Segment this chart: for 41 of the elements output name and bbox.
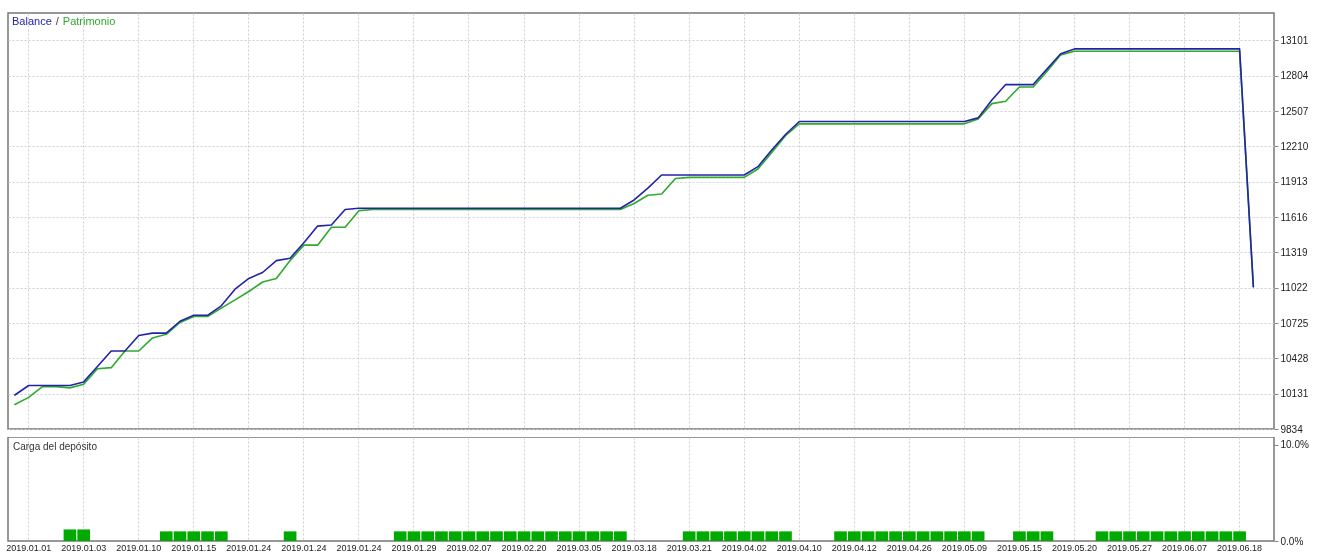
y-tick-label: 11319	[1280, 246, 1308, 258]
text: Patrimonio	[62, 15, 116, 27]
x-tick-label: 2019.05.20	[1051, 542, 1097, 553]
x-tick-label: 2019.01.10	[116, 542, 162, 553]
x-tick-label: 2019.01.29	[391, 542, 437, 553]
x-tick-label: 2019.04.12	[831, 542, 877, 553]
y-tick-label: 10725	[1280, 317, 1309, 329]
x-tick-label: 2019.01.24	[226, 542, 272, 553]
x-tick-label: 2019.04.26	[886, 542, 932, 553]
x-tick-label: 2019.02.20	[501, 542, 547, 553]
x-tick-label: 2019.04.10	[776, 542, 822, 553]
chart-title: Carga del depósito	[13, 441, 98, 452]
y-tick-label: 12210	[1280, 140, 1309, 152]
text: Balance	[12, 15, 52, 27]
x-tick-label: 2019.02.07	[446, 542, 492, 553]
y-tick-label: 11022	[1280, 282, 1308, 294]
x-tick-label: 2019.01.01	[6, 542, 52, 553]
y-tick-label: 10.0%	[1280, 439, 1309, 451]
y-tick-label: 11616	[1280, 211, 1308, 223]
y-tick-label: 10131	[1280, 388, 1309, 400]
x-tick-label: 2019.01.24	[336, 542, 382, 553]
y-tick-label: 13101	[1280, 34, 1309, 46]
y-tick-label: 0.0%	[1280, 535, 1304, 547]
x-tick-label: 2019.01.24	[281, 542, 327, 553]
x-tick-label: 2019.05.27	[1106, 542, 1153, 553]
y-tick-label: 12804	[1280, 70, 1309, 82]
y-tick-label: 11913	[1280, 176, 1308, 188]
x-tick-label: 2019.03.05	[556, 542, 602, 553]
y-tick-label: 12507	[1280, 105, 1309, 117]
annotation: /	[55, 15, 60, 27]
x-tick-label: 2019.01.15	[171, 542, 217, 553]
x-tick-label: 2019.06.18	[1217, 542, 1263, 553]
x-tick-label: 2019.05.09	[941, 542, 987, 553]
x-tick-label: 2019.05.15	[996, 542, 1042, 553]
y-tick-label: 10428	[1280, 352, 1309, 364]
x-tick-label: 2019.03.18	[611, 542, 657, 553]
x-tick-label: 2019.03.21	[666, 542, 712, 553]
y-tick-label: 9834	[1280, 423, 1304, 435]
x-tick-label: 2019.01.03	[61, 542, 107, 553]
x-tick-label: 2019.04.02	[721, 542, 767, 553]
x-tick-label: 2019.06.07	[1162, 542, 1208, 553]
